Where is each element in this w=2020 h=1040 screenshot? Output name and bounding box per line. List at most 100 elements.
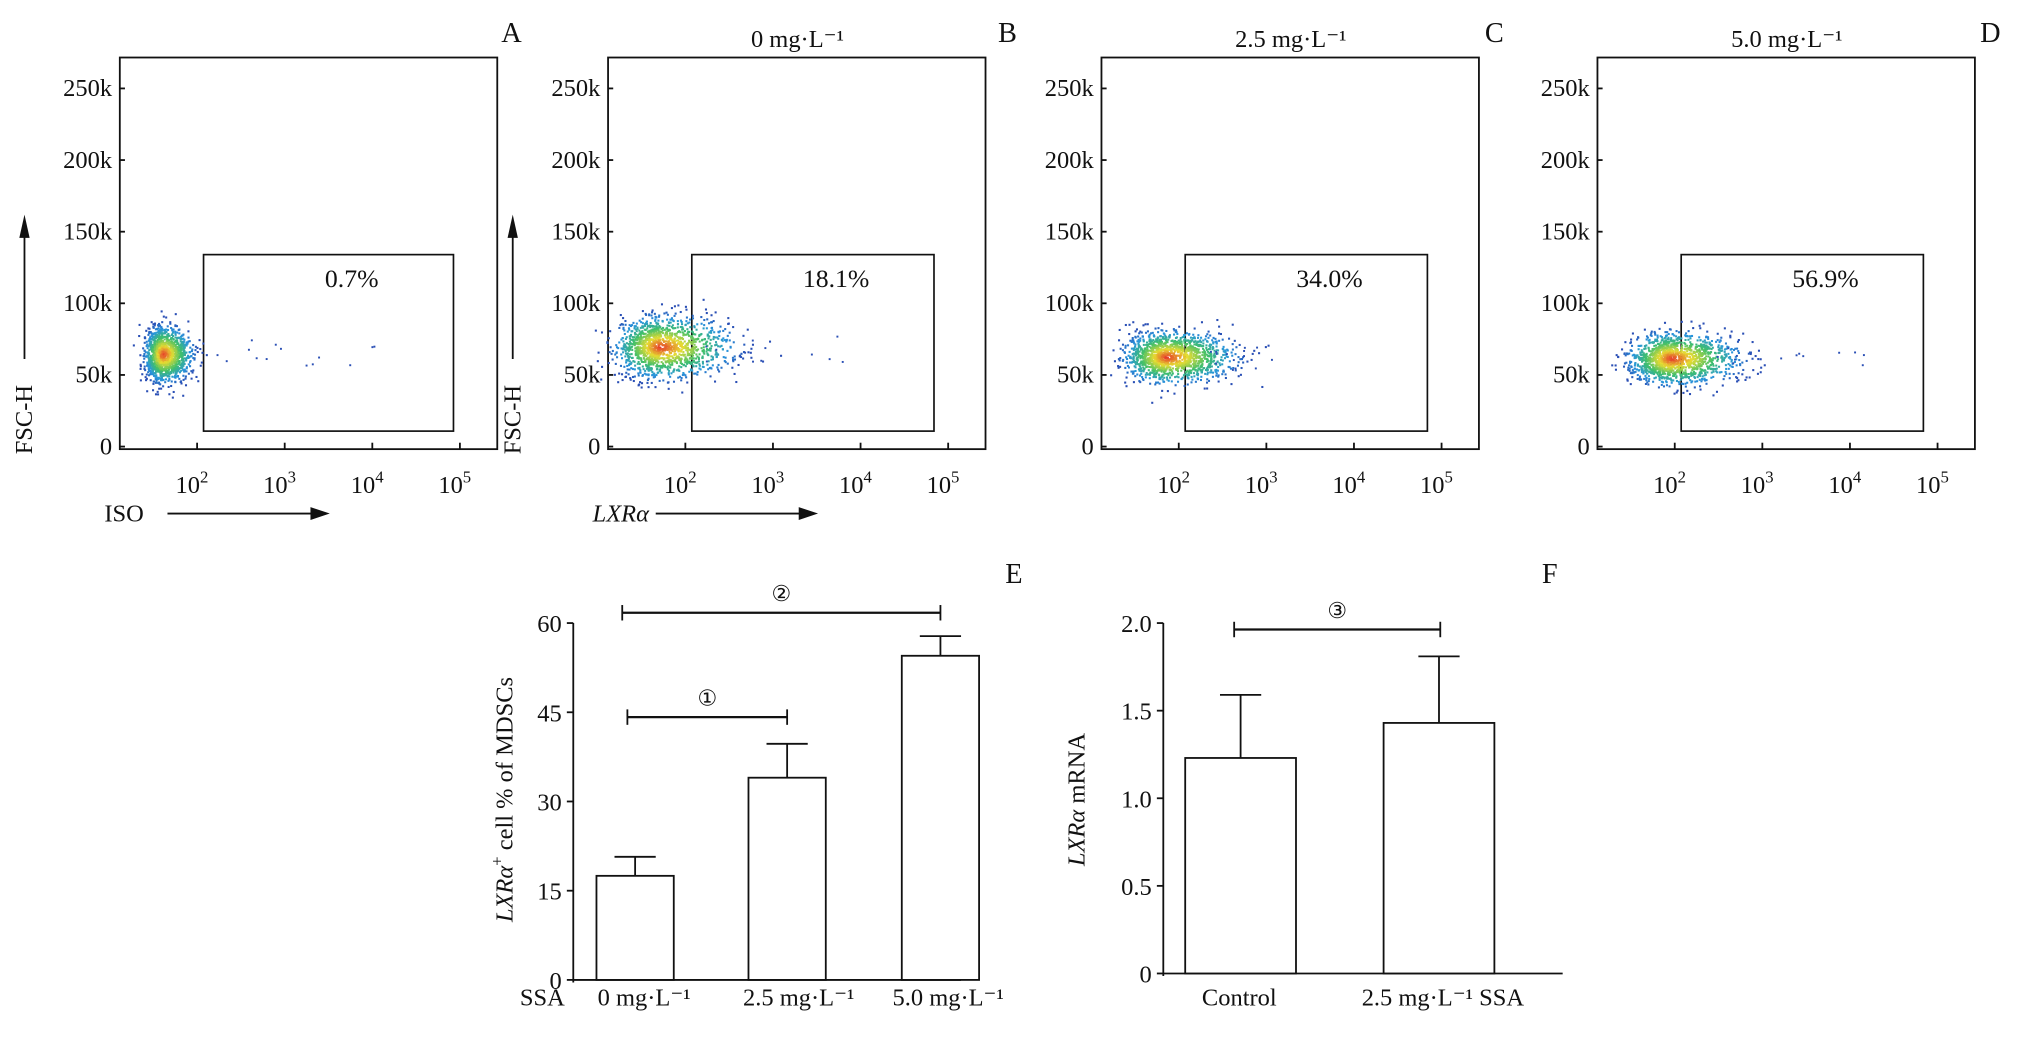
event-dot (676, 323, 679, 326)
event-dot (655, 321, 658, 324)
x-tick-exponent: 3 (288, 468, 296, 487)
event-dot (197, 380, 200, 383)
plot-frame (1596, 56, 1976, 451)
event-dot (1193, 375, 1196, 378)
event-dot (1140, 348, 1143, 351)
event-dot (148, 358, 151, 361)
event-dot (1727, 356, 1730, 359)
event-dot (179, 355, 182, 358)
event-dot (651, 309, 654, 312)
event-dot (1682, 358, 1685, 361)
x-tick-base: 10 (1653, 472, 1677, 499)
event-dot (151, 346, 155, 349)
event-dot (1215, 349, 1218, 352)
event-dot (172, 344, 175, 347)
event-dot (1171, 367, 1175, 370)
event-dot (685, 349, 688, 352)
event-dot (1167, 374, 1170, 377)
event-dot (158, 329, 161, 332)
event-dot (1623, 362, 1626, 365)
event-dot (1158, 362, 1161, 365)
event-dot (1177, 366, 1180, 369)
event-dot (1144, 373, 1147, 376)
event-dot (1206, 371, 1209, 374)
event-dot (1726, 345, 1729, 348)
event-dot (1160, 396, 1163, 399)
event-dot (629, 378, 632, 381)
event-dot (1242, 356, 1245, 359)
event-dot (654, 319, 657, 322)
event-dot (164, 381, 167, 384)
event-dot (1673, 374, 1676, 377)
y-tick-label: 100k (63, 290, 113, 317)
event-dot (676, 342, 679, 345)
y-tick-label: 100k (1541, 290, 1591, 317)
event-dot (695, 353, 698, 356)
y-tick-label: 150k (551, 218, 601, 245)
event-dot (686, 343, 689, 346)
x-tick-base: 10 (1157, 472, 1181, 499)
event-dot (175, 343, 178, 346)
event-dot (1183, 357, 1186, 360)
event-dot (657, 345, 660, 348)
event-dot (1210, 356, 1213, 359)
event-dot (661, 332, 665, 335)
event-dot (1137, 352, 1140, 355)
event-dot (1678, 341, 1681, 344)
event-dot (674, 334, 677, 337)
event-dot (1166, 356, 1169, 360)
event-dot (162, 374, 165, 377)
event-dot (174, 364, 177, 367)
event-dot (642, 325, 645, 328)
event-dot (1125, 385, 1128, 388)
event-dot (667, 354, 670, 357)
event-dot (661, 362, 665, 365)
event-dot (1745, 376, 1748, 379)
event-dot (175, 346, 178, 349)
event-dot (660, 303, 664, 306)
event-dot (720, 366, 723, 369)
event-dot (644, 363, 648, 366)
event-dot (661, 350, 664, 353)
event-dot (671, 345, 674, 348)
event-dot (1164, 337, 1167, 340)
event-dot (693, 338, 696, 341)
event-dot (644, 335, 647, 338)
event-dot (1643, 366, 1646, 369)
event-dot (1681, 369, 1684, 372)
event-dot (157, 378, 160, 381)
event-dot (1706, 361, 1709, 364)
event-dot (625, 336, 628, 339)
event-dot (1127, 366, 1130, 369)
event-dot (1139, 355, 1142, 358)
event-dot (1148, 359, 1151, 362)
event-dot (1208, 365, 1211, 368)
event-dot (1164, 355, 1167, 358)
event-dot (162, 343, 165, 346)
event-dot (1664, 372, 1667, 375)
event-dot (187, 330, 190, 333)
event-dot (643, 353, 646, 356)
event-dot (159, 377, 162, 380)
event-dot (641, 330, 644, 333)
event-dot (1137, 363, 1140, 366)
event-dot (1144, 350, 1147, 353)
event-dot (1195, 347, 1198, 351)
event-dot (706, 352, 709, 355)
event-dot (702, 351, 705, 354)
event-dot (686, 350, 689, 353)
y-axis-label: FSC-H (499, 385, 526, 454)
event-dot (647, 331, 651, 334)
event-dot (657, 341, 660, 344)
event-dot (1215, 363, 1218, 366)
event-dot (1730, 365, 1733, 368)
event-dot (1201, 354, 1204, 357)
event-dot (311, 363, 314, 366)
event-dot (694, 361, 697, 364)
event-dot (1745, 359, 1748, 362)
event-dot (171, 334, 175, 338)
event-dot (1711, 359, 1714, 362)
event-dot (638, 343, 641, 346)
event-dot (1174, 350, 1177, 353)
event-dot (1173, 329, 1176, 332)
